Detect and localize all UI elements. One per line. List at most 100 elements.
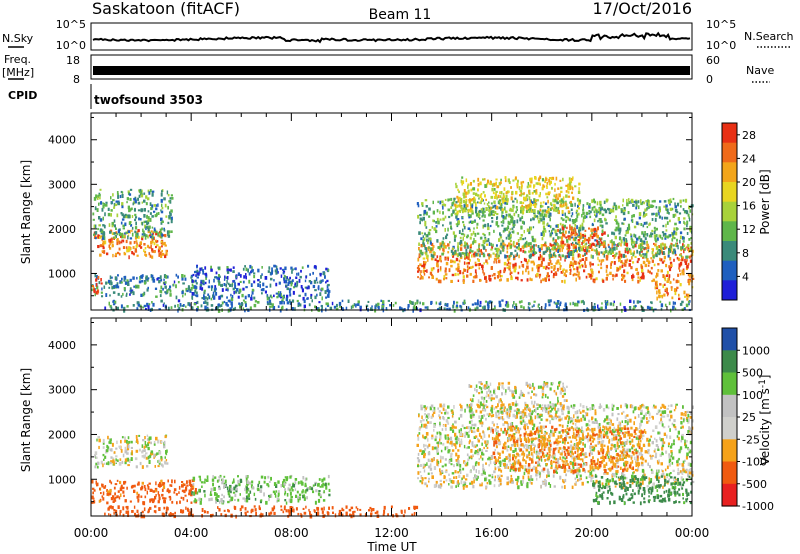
data-cell: [416, 307, 419, 311]
data-cell: [560, 241, 562, 245]
data-cell: [648, 203, 650, 207]
data-cell: [543, 228, 546, 231]
data-cell: [472, 276, 475, 279]
data-cell: [266, 301, 269, 304]
data-cell: [226, 267, 229, 272]
data-cell: [499, 201, 501, 206]
data-cell: [505, 227, 509, 231]
data-cell: [550, 180, 552, 184]
data-cell: [688, 301, 690, 306]
data-cell: [458, 462, 461, 467]
data-cell: [448, 307, 451, 311]
data-cell: [216, 493, 218, 498]
data-cell: [601, 302, 603, 305]
data-cell: [572, 464, 575, 468]
data-cell: [582, 299, 584, 303]
data-cell: [213, 278, 215, 283]
data-cell: [488, 213, 491, 217]
data-cell: [266, 294, 269, 297]
data-cell: [439, 210, 441, 215]
data-cell: [374, 309, 377, 313]
data-cell: [190, 489, 193, 492]
data-cell: [637, 450, 639, 453]
data-cell: [550, 270, 553, 274]
data-cell: [136, 234, 138, 239]
data-cell: [568, 177, 571, 181]
data-cell: [466, 245, 469, 249]
data-cell: [474, 261, 477, 264]
data-cell: [133, 489, 136, 493]
data-cell: [467, 227, 471, 230]
data-cell: [121, 194, 124, 198]
data-cell: [291, 279, 294, 282]
data-cell: [110, 276, 113, 279]
data-cell: [374, 511, 377, 515]
data-cell: [452, 260, 454, 263]
data-cell: [536, 272, 539, 277]
data-cell: [160, 299, 163, 303]
data-cell: [687, 273, 690, 277]
data-cell: [449, 436, 453, 441]
data-cell: [315, 307, 319, 310]
data-cell: [612, 277, 614, 281]
data-cell: [683, 244, 686, 248]
data-cell: [575, 218, 578, 222]
colorbar-swatch: [722, 260, 737, 281]
data-cell: [534, 176, 537, 180]
data-cell: [435, 301, 438, 305]
data-cell: [454, 249, 457, 252]
data-cell: [314, 483, 317, 486]
data-cell: [268, 512, 271, 516]
data-cell: [112, 199, 115, 202]
data-cell: [230, 489, 232, 494]
data-cell: [280, 508, 283, 511]
data-cell: [148, 252, 151, 256]
data-cell: [249, 490, 252, 494]
data-cell: [639, 199, 642, 204]
data-cell: [478, 197, 480, 200]
data-cell: [141, 201, 143, 204]
data-cell: [574, 223, 577, 227]
data-cell: [587, 273, 590, 276]
data-cell: [542, 266, 546, 269]
data-cell: [556, 201, 559, 205]
data-cell: [278, 281, 281, 285]
data-cell: [633, 233, 635, 238]
data-cell: [519, 201, 522, 204]
data-cell: [267, 302, 269, 305]
data-cell: [627, 223, 630, 228]
data-cell: [102, 463, 104, 468]
data-cell: [253, 505, 256, 508]
data-cell: [553, 268, 555, 271]
data-cell: [291, 268, 294, 271]
data-cell: [110, 481, 113, 485]
data-cell: [595, 277, 598, 281]
data-cell: [231, 304, 233, 308]
data-cell: [542, 209, 545, 212]
data-cell: [123, 308, 126, 313]
data-cell: [129, 229, 131, 234]
data-cell: [464, 210, 467, 213]
data-cell: [578, 182, 581, 186]
data-cell: [674, 291, 677, 296]
data-cell: [249, 264, 252, 269]
data-cell: [665, 204, 668, 208]
data-cell: [117, 201, 120, 206]
data-cell: [352, 511, 355, 515]
data-cell: [684, 210, 687, 213]
data-cell: [554, 271, 557, 276]
data-cell: [576, 474, 578, 479]
data-cell: [137, 440, 139, 445]
data-cell: [537, 268, 540, 273]
data-cell: [464, 462, 468, 467]
data-cell: [429, 406, 432, 411]
data-cell: [196, 271, 199, 275]
data-cell: [605, 277, 608, 281]
data-cell: [217, 309, 221, 313]
data-cell: [115, 455, 118, 458]
data-cell: [523, 471, 526, 476]
data-cell: [132, 246, 135, 250]
data-cell: [617, 413, 620, 416]
data-cell: [235, 489, 238, 493]
data-cell: [128, 221, 132, 225]
